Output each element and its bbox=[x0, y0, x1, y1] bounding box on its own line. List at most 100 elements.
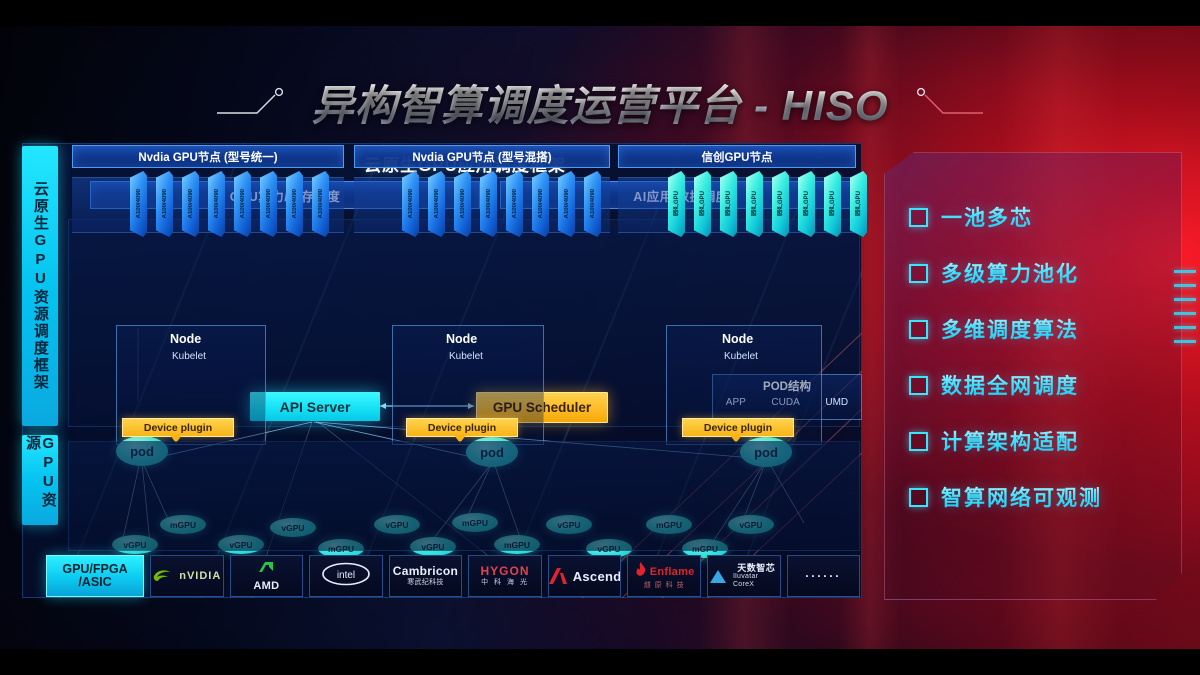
gpu-card[interactable]: 国产GPU bbox=[850, 171, 867, 237]
gpu-node-group-title: 信创GPU节点 bbox=[618, 145, 856, 168]
gpu-card[interactable]: 国产GPU bbox=[694, 171, 711, 237]
gpu-card-label: 国产GPU bbox=[752, 191, 758, 217]
device-plugin-arrow-icon bbox=[454, 435, 466, 443]
gpu-card[interactable]: A100/4090 bbox=[260, 171, 277, 237]
checkbox-icon bbox=[909, 488, 928, 507]
device-plugin-badge[interactable]: Device plugin bbox=[122, 418, 234, 437]
gpu-card-label: 国产GPU bbox=[804, 191, 810, 217]
gpu-card-label: A100/4090 bbox=[291, 189, 298, 219]
gpu-card-label: A100/4090 bbox=[563, 189, 570, 219]
gpu-card-label: 国产GPU bbox=[778, 191, 784, 217]
vendor-ascend[interactable]: Ascend bbox=[547, 555, 622, 597]
gpu-card-label: A100/4090 bbox=[589, 189, 596, 219]
gpu-card[interactable]: A100/4090 bbox=[234, 171, 251, 237]
gpu-card-label: 国产GPU bbox=[700, 191, 706, 217]
gpu-card[interactable]: A100/4090 bbox=[286, 171, 303, 237]
gpu-resource-band bbox=[68, 441, 860, 551]
pod-structure-items: APP CUDA UMD bbox=[713, 397, 861, 408]
gpu-card-label: A100/4090 bbox=[135, 189, 142, 219]
gpu-card-label: A100/4090 bbox=[485, 189, 492, 219]
gpu-card[interactable]: 国产GPU bbox=[798, 171, 815, 237]
vendor-gpu-fpga-asic[interactable]: GPU/FPGA /ASIC bbox=[46, 555, 144, 597]
gpu-card[interactable]: A100/4090 bbox=[506, 171, 523, 237]
gpu-card[interactable]: A100/4090 bbox=[558, 171, 575, 237]
feature-list: 一池多芯 多级算力池化 多维调度算法 数据全网调度 计算架构适配 智算网络可观测 bbox=[909, 189, 1171, 525]
gpu-card[interactable]: A100/4090 bbox=[428, 171, 445, 237]
device-plugin-arrow-icon bbox=[730, 435, 742, 443]
page-title: 异构智算调度运营平台 - HISO bbox=[311, 72, 888, 133]
nvidia-eye-icon bbox=[152, 568, 174, 584]
gpu-card[interactable]: A100/4090 bbox=[454, 171, 471, 237]
checkbox-icon bbox=[909, 208, 928, 227]
architecture-diagram: 云原生GPU资源调度框架 GPU资源 云原生GPU应用调度框架 GPU算力/显存… bbox=[22, 143, 867, 598]
node-label: Node bbox=[722, 332, 754, 346]
feature-item-4-label: 数据全网调度 bbox=[941, 370, 1079, 400]
gpu-card[interactable]: A100/4090 bbox=[312, 171, 329, 237]
gpu-card-label: 国产GPU bbox=[856, 191, 862, 217]
sidebar-label-k8s-text: 云原生GPU资源调度框架 bbox=[31, 181, 49, 391]
vendor-amd-label: AMD bbox=[253, 580, 280, 593]
feature-item-6[interactable]: 智算网络可观测 bbox=[909, 469, 1171, 525]
vendor-more[interactable]: ······ bbox=[786, 555, 861, 597]
vendor-iluvatar[interactable]: 天数智芯 Iluvatar CoreX bbox=[706, 555, 781, 597]
vendor-enflame-sub: 燧 原 科 技 bbox=[643, 582, 685, 590]
feature-item-2-label: 多级算力池化 bbox=[941, 258, 1079, 288]
feature-item-5[interactable]: 计算架构适配 bbox=[909, 413, 1171, 469]
sidebar-label-gpu-resource: GPU资源 bbox=[22, 435, 58, 525]
gpu-card[interactable]: A100/4090 bbox=[182, 171, 199, 237]
letterbox-top bbox=[0, 0, 1200, 26]
pod-structure-item: APP bbox=[726, 397, 746, 408]
gpu-card[interactable]: 国产GPU bbox=[824, 171, 841, 237]
iluvatar-mountain-icon bbox=[708, 568, 728, 584]
gpu-card-label: A100/4090 bbox=[239, 189, 246, 219]
gpu-scheduler-box[interactable]: GPU Scheduler bbox=[476, 392, 608, 423]
gpu-card[interactable]: A100/4090 bbox=[156, 171, 173, 237]
gpu-card[interactable]: 国产GPU bbox=[668, 171, 685, 237]
vendor-cambricon-label: Cambricon bbox=[392, 564, 459, 579]
gpu-card-label: 国产GPU bbox=[830, 191, 836, 217]
gpu-card[interactable]: 国产GPU bbox=[720, 171, 737, 237]
vendor-amd[interactable]: AMD bbox=[229, 555, 304, 597]
gpu-slab bbox=[618, 177, 856, 233]
feature-item-4[interactable]: 数据全网调度 bbox=[909, 357, 1171, 413]
gpu-card[interactable]: A100/4090 bbox=[130, 171, 147, 237]
line-dot-deco-icon bbox=[903, 85, 983, 119]
feature-item-3[interactable]: 多维调度算法 bbox=[909, 301, 1171, 357]
gpu-card[interactable]: 国产GPU bbox=[772, 171, 789, 237]
feature-item-5-label: 计算架构适配 bbox=[941, 426, 1079, 456]
svg-text:intel: intel bbox=[337, 570, 355, 581]
gpu-card[interactable]: A100/4090 bbox=[532, 171, 549, 237]
feature-item-2[interactable]: 多级算力池化 bbox=[909, 245, 1171, 301]
vendor-iluvatar-sub: Iluvatar CoreX bbox=[732, 573, 759, 589]
gpu-card[interactable]: 国产GPU bbox=[746, 171, 763, 237]
vendor-hygon-label: HYGON bbox=[480, 564, 530, 579]
feature-highlight-panel: 一池多芯 多级算力池化 多维调度算法 数据全网调度 计算架构适配 智算网络可观测 bbox=[884, 152, 1182, 600]
gpu-card[interactable]: A100/4090 bbox=[480, 171, 497, 237]
kubelet-label: Kubelet bbox=[449, 351, 483, 362]
panel-corner-decor bbox=[1174, 270, 1196, 362]
device-plugin-arrow-icon bbox=[170, 435, 182, 443]
vendor-hygon-sub: 中 科 海 光 bbox=[481, 578, 529, 586]
gpu-card-label: A100/4090 bbox=[433, 189, 440, 219]
vendor-hygon[interactable]: HYGON 中 科 海 光 bbox=[468, 555, 542, 597]
vendor-nvidia-label: nVIDIA bbox=[179, 570, 222, 582]
gpu-card-label: A100/4090 bbox=[213, 189, 220, 219]
node-label: Node bbox=[446, 332, 478, 346]
feature-item-1[interactable]: 一池多芯 bbox=[909, 189, 1171, 245]
vendor-nvidia[interactable]: nVIDIA bbox=[150, 555, 224, 597]
gpu-card[interactable]: A100/4090 bbox=[208, 171, 225, 237]
vendor-enflame-label: Enflame bbox=[649, 565, 695, 578]
gpu-card-label: A100/4090 bbox=[407, 189, 414, 219]
ascend-a-icon bbox=[548, 567, 568, 585]
vendor-cambricon[interactable]: Cambricon 寒武纪科技 bbox=[388, 555, 463, 597]
checkbox-icon bbox=[909, 264, 928, 283]
api-server-box[interactable]: API Server bbox=[250, 392, 380, 421]
gpu-card[interactable]: A100/4090 bbox=[584, 171, 601, 237]
node-label: Node bbox=[170, 332, 202, 346]
vendor-intel[interactable]: intel bbox=[309, 555, 383, 597]
feature-item-1-label: 一池多芯 bbox=[941, 202, 1033, 232]
gpu-card[interactable]: A100/4090 bbox=[402, 171, 419, 237]
feature-item-6-label: 智算网络可观测 bbox=[941, 482, 1102, 512]
vendor-enflame[interactable]: Enflame 燧 原 科 技 bbox=[627, 555, 701, 597]
